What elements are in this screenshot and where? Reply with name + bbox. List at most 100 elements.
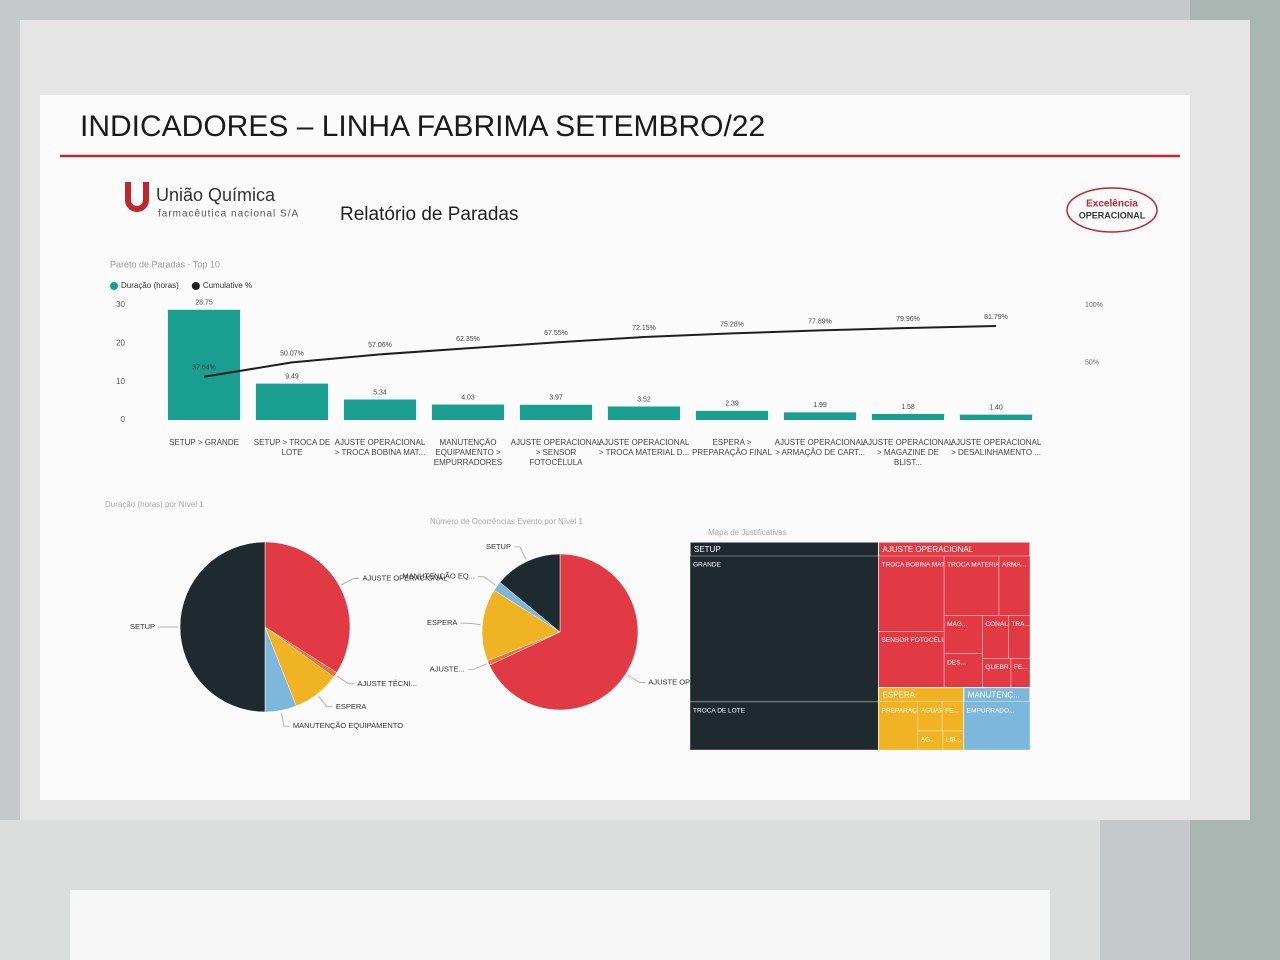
- x-tick-label: AJUSTE OPERACIONAL > SENSOR FOTOCÉLULA: [510, 438, 602, 467]
- bar: [431, 404, 505, 420]
- legend-swatch: [110, 282, 118, 290]
- y-tick-label: 30: [116, 300, 125, 309]
- treemap-cell: [878, 555, 945, 632]
- y-tick-label: 10: [116, 377, 125, 386]
- x-tick-label: AJUSTE OPERACIONAL > TROCA MATERIAL D...: [598, 438, 690, 457]
- x-tick-label-box: ESPERA > PREPARAÇÃO FINAL: [692, 438, 772, 457]
- bar: [343, 399, 417, 420]
- pie-slice: [481, 589, 561, 662]
- cell-label: TROCA BOBINA MATER...: [882, 562, 960, 569]
- x-tick-label-box: AJUSTE OPERACIONAL > SENSOR FOTOCÉLULA: [510, 438, 602, 467]
- y2-tick-label: 50%: [1085, 359, 1099, 366]
- pie-slice: [179, 541, 266, 713]
- bar-value-label: 1.99: [813, 402, 827, 409]
- x-tick-label: SETUP > GRANDE: [169, 438, 239, 447]
- cell-label: QUEBR...: [985, 664, 1014, 671]
- bar: [783, 412, 857, 420]
- bar: [167, 309, 241, 420]
- bar: [695, 410, 769, 420]
- x-tick-label: SETUP > TROCA DE LOTE: [253, 438, 331, 457]
- treemap-cell: [943, 653, 983, 688]
- chart-title: Duração (horas) por Nível 1: [105, 500, 204, 509]
- x-tick-label-box: AJUSTE OPERACIONAL > DESALINHAMENTO ...: [951, 438, 1042, 457]
- pie-slice: [499, 553, 561, 633]
- treemap-cell: [941, 701, 965, 732]
- bar-value-label: 3.52: [637, 396, 651, 403]
- cell-label: TRA...: [1011, 621, 1030, 628]
- line-value-label: 72.15%: [632, 325, 656, 332]
- legend-label: Cumulative %: [203, 281, 252, 290]
- bar: [255, 383, 329, 420]
- leader-line: [280, 712, 290, 727]
- x-tick-label: ESPERA > PREPARAÇÃO FINAL: [692, 438, 772, 457]
- chart-title: Pareto de Paradas - Top 10: [110, 259, 220, 269]
- badge-top: Excelência: [1086, 199, 1138, 210]
- treemap-cell: [982, 615, 1009, 659]
- x-tick-label: AJUSTE OPERACIONAL > TROCA BOBINA MAT...: [334, 438, 426, 457]
- bar: [607, 406, 681, 420]
- treemap-cell: [943, 615, 983, 655]
- cell-label: CONAL...: [985, 621, 1013, 628]
- chart-title: Mapa de Justificativas: [708, 528, 787, 537]
- x-tick-label-box: AJUSTE OPERACIONAL > TROCA BOBINA MAT...: [334, 438, 426, 457]
- x-tick-label: AJUSTE OPERACIONAL > ARMAÇÃO DE CART...: [774, 438, 866, 457]
- slice-label: AJUSTE OPERACIONAL: [363, 573, 448, 582]
- brand-subtitle: farmacêutica nacional S/A: [158, 209, 299, 220]
- brand-name: União Química: [156, 185, 276, 205]
- slice-label: AJUSTE TÉCNI...: [358, 679, 417, 688]
- badge-ring: [1066, 187, 1158, 233]
- cell-label: DES...: [947, 659, 966, 666]
- cell-label: FE...: [1014, 664, 1028, 671]
- pie-slice: [264, 541, 351, 673]
- line-value-label: 75.28%: [720, 321, 744, 328]
- bar-value-label: 4.03: [461, 394, 475, 401]
- bar-value-label: 3.97: [549, 395, 563, 402]
- x-tick-label-box: SETUP > TROCA DE LOTE: [253, 438, 331, 457]
- bar-value-label: 2.39: [725, 401, 739, 408]
- x-tick-label: AJUSTE OPERACIONAL > MAGAZINE DE BLIST..…: [862, 438, 954, 467]
- bar-value-label: 5.34: [373, 389, 387, 396]
- bar-value-label: 1.58: [901, 404, 915, 411]
- cell-label: ARMA...: [1002, 562, 1026, 569]
- legend-label: Duração (horas): [121, 281, 179, 290]
- leader-line: [513, 546, 527, 560]
- cell-label: TROCA DE LOTE: [693, 708, 746, 715]
- treemap-cell: [878, 701, 919, 751]
- cell-label: TROCA MATERIAL DE C...: [947, 562, 1026, 569]
- line-value-label: 62.35%: [456, 336, 480, 343]
- line-value-label: 79.96%: [896, 316, 920, 323]
- treemap-cell: [982, 658, 1012, 688]
- pie-slice: [489, 553, 639, 711]
- report-title: Relatório de Paradas: [340, 204, 519, 225]
- leader-line: [477, 576, 496, 586]
- x-tick-label-box: SETUP > GRANDE: [169, 438, 239, 447]
- line-value-label: 81.79%: [984, 314, 1008, 321]
- cell-label: SENSOR FOTOCÉLULA: [882, 635, 955, 644]
- bar: [959, 414, 1033, 420]
- treemap-cell: [998, 555, 1031, 616]
- line-value-label: 67.55%: [544, 330, 568, 337]
- group-label: SETUP: [694, 545, 721, 554]
- group-label: MANUTENÇ...: [968, 691, 1020, 700]
- group-label: AJUSTE OPERACIONAL: [883, 545, 974, 554]
- group-label: ESPERA: [883, 691, 916, 700]
- line-value-label: 77.89%: [808, 318, 832, 325]
- leader-line: [336, 675, 355, 685]
- bar: [519, 404, 593, 420]
- brand-logo: [125, 182, 149, 212]
- y-tick-label: 20: [116, 338, 125, 347]
- x-tick-label-box: AJUSTE OPERACIONAL > ARMAÇÃO DE CART...: [774, 438, 866, 457]
- cumulative-line: [203, 324, 997, 378]
- treemap-cell: [963, 701, 1031, 751]
- cell-label: FE...: [945, 707, 959, 714]
- treemap-cell: [943, 555, 1000, 616]
- x-tick-label: MANUTENÇÃO EQUIPAMENTO > EMPURRADORES: [433, 438, 503, 467]
- treemap-cell: [689, 701, 879, 751]
- slice-label: ESPERA: [336, 702, 366, 711]
- line-value-label: 50.07%: [280, 350, 304, 357]
- treemap-cell: [689, 555, 879, 703]
- cell-label: LIB...: [946, 737, 961, 744]
- treemap-cell: [1010, 658, 1031, 688]
- cell-label: AG...: [921, 737, 936, 744]
